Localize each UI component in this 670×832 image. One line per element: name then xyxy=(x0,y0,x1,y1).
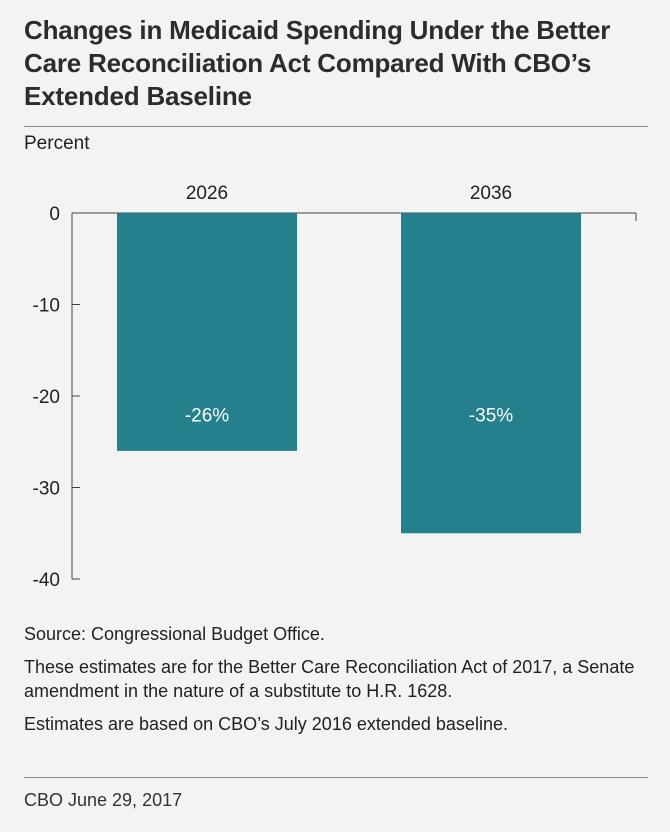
category-label: 2036 xyxy=(470,183,512,204)
top-divider xyxy=(24,126,648,127)
y-tick-label: -30 xyxy=(33,479,60,500)
bar-chart: 0 -10 -20 -30 -40 2026 -26% 2036 -35% xyxy=(33,183,637,591)
y-tick-label: -20 xyxy=(33,387,60,408)
y-tick-label: 0 xyxy=(49,204,60,225)
baseline-note: Estimates are based on CBO’s July 2016 e… xyxy=(24,714,508,734)
y-tick-label: -10 xyxy=(33,296,60,317)
category-label: 2026 xyxy=(186,183,228,204)
y-axis-unit-label: Percent xyxy=(24,133,90,154)
chart-title: Changes in Medicaid Spending Under the B… xyxy=(24,15,611,111)
bar xyxy=(401,213,581,534)
estimate-note: These estimates are for the Better Care … xyxy=(24,657,635,701)
y-tick-label: -40 xyxy=(33,570,60,591)
bar xyxy=(117,213,297,451)
footer-credit: CBO June 29, 2017 xyxy=(24,790,183,810)
notes: Source: Congressional Budget Office. The… xyxy=(24,622,644,745)
source-note: Source: Congressional Budget Office. xyxy=(24,624,325,644)
data-label: -35% xyxy=(469,405,513,426)
bottom-divider xyxy=(24,777,648,778)
data-label: -26% xyxy=(185,405,229,426)
